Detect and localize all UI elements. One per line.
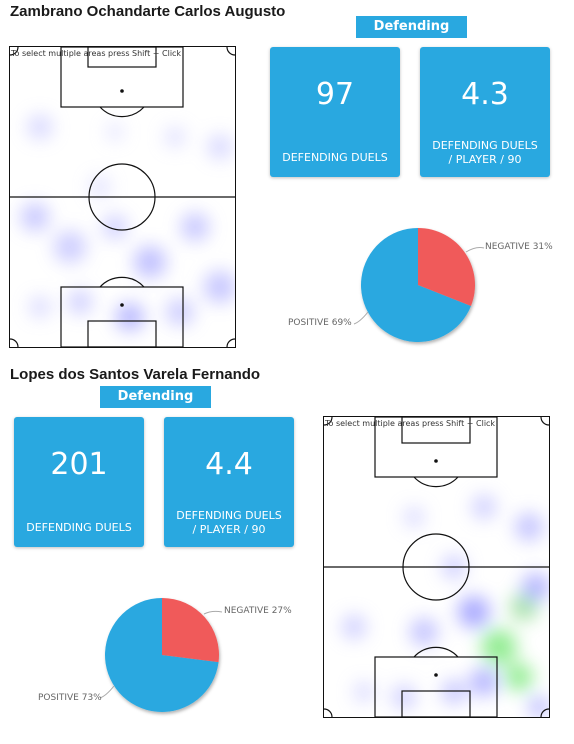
pie-slice-negative <box>162 598 219 663</box>
heatmap-layer <box>342 495 549 717</box>
stat-label: DEFENDING DUELS / PLAYER / 90 <box>164 509 294 537</box>
pitch-heatmap[interactable]: To select multiple areas press Shift + C… <box>323 416 550 718</box>
pie-slice-positive <box>361 228 471 342</box>
stat-label: DEFENDING DUELS <box>14 521 144 535</box>
pie-connectors <box>203 610 223 615</box>
stat-label: DEFENDING DUELS / PLAYER / 90 <box>420 139 550 167</box>
section-title-defending-duels: Defending duels <box>356 16 467 56</box>
stat-label-line1: DEFENDING DUELS <box>282 151 388 164</box>
pie-connector-positive <box>353 312 369 325</box>
stat-value: 97 <box>315 77 355 112</box>
stat-card-defending-duels: 201 DEFENDING DUELS <box>14 417 144 547</box>
pie-connectors <box>465 247 485 253</box>
stat-value: 4.4 <box>205 447 253 482</box>
stat-value: 4.3 <box>461 77 509 112</box>
pie-label-negative: NEGATIVE 31% <box>485 242 553 252</box>
pie-slice-positive <box>104 598 219 712</box>
pie-connector-positive <box>99 686 115 699</box>
stat-label: DEFENDING DUELS <box>270 151 400 165</box>
stat-label-line2: / PLAYER / 90 <box>192 523 266 536</box>
section-title-defending-duels: Defending duels <box>100 386 211 426</box>
pie-chart-duels[interactable] <box>99 592 239 732</box>
stat-label-line1: DEFENDING DUELS <box>26 521 132 534</box>
stat-card-defending-duels: 97 DEFENDING DUELS <box>270 47 400 177</box>
pitch-heatmap[interactable]: To select multiple areas press Shift + C… <box>9 46 236 348</box>
pie-label-positive: POSITIVE 69% <box>288 318 352 328</box>
player-name: Zambrano Ochandarte Carlos Augusto <box>10 3 286 20</box>
stat-label-line1: DEFENDING DUELS <box>432 139 538 152</box>
pitch-hint: To select multiple areas press Shift + C… <box>325 419 496 428</box>
pie-chart-duels[interactable] <box>355 222 495 362</box>
stat-label-line1: DEFENDING DUELS <box>176 509 282 522</box>
pitch-markings <box>10 47 235 347</box>
pitch-markings <box>324 417 549 717</box>
pie-label-positive: POSITIVE 73% <box>38 693 102 703</box>
heatmap-layer <box>21 115 235 331</box>
pie-label-negative: NEGATIVE 27% <box>224 606 292 616</box>
stat-value: 201 <box>50 447 108 482</box>
stat-label-line2: / PLAYER / 90 <box>448 153 522 166</box>
pitch-hint: To select multiple areas press Shift + C… <box>11 49 182 58</box>
stat-card-defending-duels-per-90: 4.3 DEFENDING DUELS / PLAYER / 90 <box>420 47 550 177</box>
player-name: Lopes dos Santos Varela Fernando <box>10 366 261 383</box>
pie-slice-negative <box>418 228 475 306</box>
stat-card-defending-duels-per-90: 4.4 DEFENDING DUELS / PLAYER / 90 <box>164 417 294 547</box>
